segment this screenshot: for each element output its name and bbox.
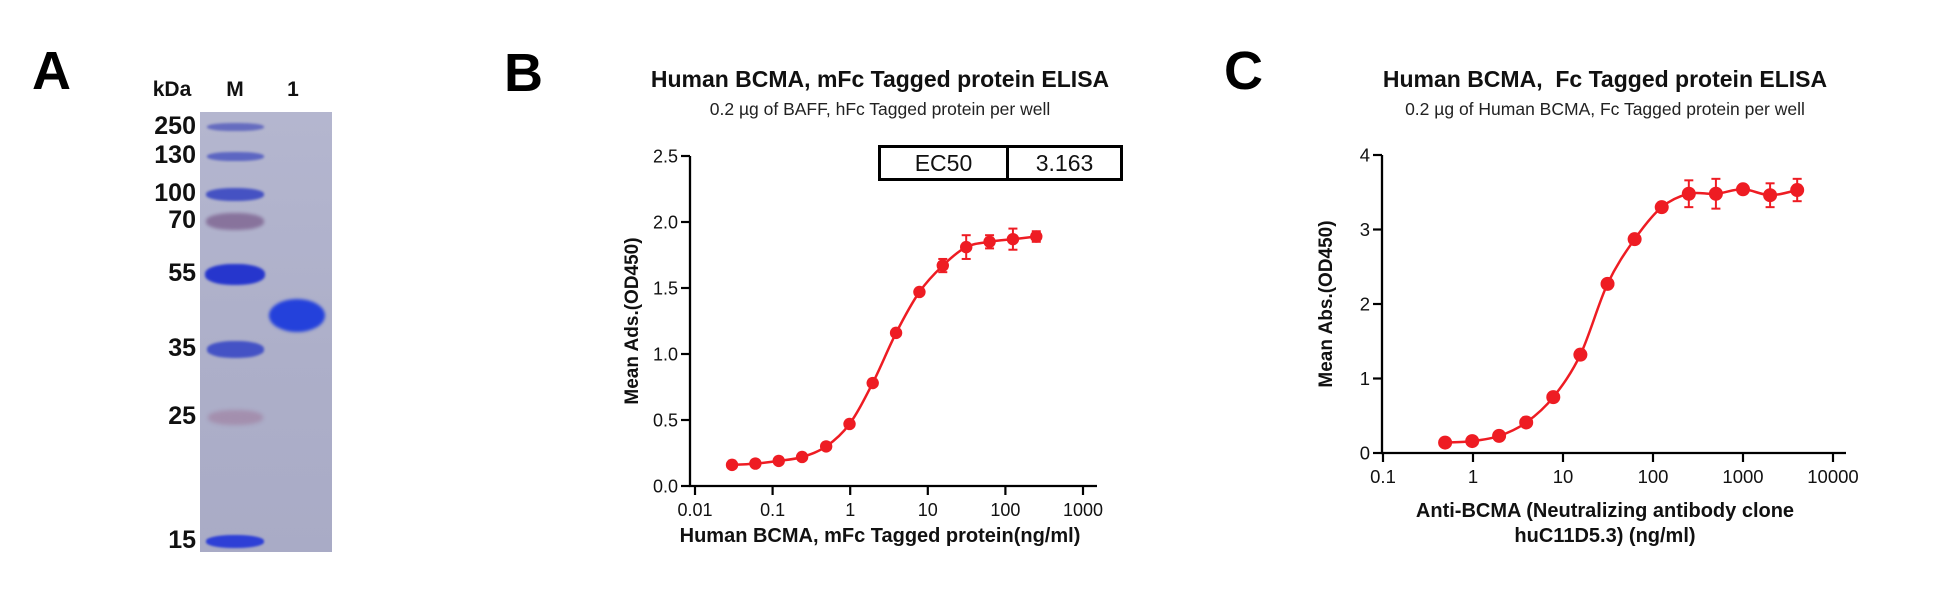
- gel-marker-band-100kda: [206, 187, 264, 201]
- gel-marker-band-250kda: [206, 123, 264, 131]
- chart-b-y-tick-label: 1.0: [653, 345, 678, 365]
- gel-marker-band-15kda: [206, 534, 264, 548]
- gel-sample-lane-label: 1: [287, 78, 299, 101]
- chart-b-y-tick-label: 0.0: [653, 477, 678, 497]
- data-point: [1681, 186, 1696, 201]
- data-point: [1600, 276, 1615, 291]
- chart-c-x-tick-label: 1000: [1722, 466, 1763, 487]
- data-point: [983, 235, 996, 248]
- chart-b-title: Human BCMA, mFc Tagged protein ELISA: [650, 66, 1110, 92]
- data-point: [1492, 428, 1507, 443]
- gel-marker-label-250kda: 250: [154, 112, 196, 140]
- chart-b-subtitle: 0.2 µg of BAFF, hFc Tagged protein per w…: [709, 99, 1051, 119]
- chart-c-x-axis-label-line2: huC11D5.3) (ng/ml): [1514, 525, 1696, 547]
- gel-marker-label-15kda: 15: [168, 526, 196, 554]
- data-point: [1736, 182, 1750, 197]
- chart-c-y-tick-label: 4: [1360, 145, 1370, 166]
- gel-sample-band: [269, 298, 325, 332]
- chart-c-subtitle: 0.2 µg of Human BCMA, Fc Tagged protein …: [1405, 99, 1805, 119]
- gel-marker-band-35kda: [206, 340, 264, 358]
- panel-b-letter: B: [504, 43, 543, 103]
- data-point: [1790, 183, 1805, 198]
- chart-b-x-tick-label: 100: [990, 500, 1020, 520]
- chart-b-fit-curve: [731, 235, 1037, 467]
- panel-c-letter: C: [1224, 41, 1263, 101]
- chart-c-y-tick-label: 2: [1360, 294, 1370, 315]
- chart-b-x-tick-label: 0.1: [760, 500, 785, 520]
- gel-marker-lane-label: M: [226, 78, 244, 101]
- chart-c-x-axis-label-line1: Anti-BCMA (Neutralizing antibody clone: [1415, 500, 1795, 522]
- gel-marker-label-70kda: 70: [168, 206, 196, 234]
- data-point: [725, 458, 739, 472]
- chart-c-fit-curve: [1445, 188, 1798, 444]
- data-point: [889, 326, 903, 340]
- data-point: [913, 285, 926, 299]
- gel-marker-band-130kda: [206, 151, 264, 161]
- chart-c-y-tick-label: 1: [1360, 368, 1370, 389]
- gel-marker-label-130kda: 130: [154, 141, 196, 169]
- chart-c-title: Human BCMA, Fc Tagged protein ELISA: [1382, 66, 1828, 92]
- data-point: [1763, 188, 1778, 203]
- data-point: [1006, 232, 1020, 246]
- chart-b-y-tick-label: 2.0: [653, 213, 678, 233]
- chart-c-x-tick-label: 0.1: [1370, 466, 1396, 487]
- chart-c-x-tick-label: 10000: [1807, 466, 1858, 487]
- data-point: [1627, 232, 1642, 247]
- data-point: [795, 450, 809, 464]
- data-point: [819, 440, 833, 453]
- chart-b-y-tick-label: 0.5: [653, 411, 678, 431]
- chart-b-plot: 0.0 0.5 1.0 1.5 2.0 2.5 0.01 0.1 1 10 100 1000: [653, 147, 1103, 521]
- gel-marker-label-35kda: 35: [168, 334, 196, 362]
- data-point: [1654, 200, 1669, 215]
- data-point: [1708, 186, 1723, 201]
- chart-c-axes: [1380, 155, 1846, 455]
- chart-b-x-axis-label: Human BCMA, mFc Tagged protein(ng/ml): [679, 525, 1081, 547]
- data-point: [749, 457, 762, 470]
- data-point: [1438, 435, 1453, 450]
- sds-page-gel: [200, 112, 332, 552]
- chart-b-x-tick-label: 10: [918, 500, 938, 520]
- panel-a-letter: A: [32, 41, 71, 101]
- chart-c-x-tick-label: 10: [1553, 466, 1574, 487]
- chart-c-plot: 0 1 2 3 4 0.1 1 10 100 1000 10000: [1360, 145, 1859, 488]
- data-point: [936, 259, 949, 272]
- gel-marker-label-100kda: 100: [154, 179, 196, 207]
- gel-marker-band-70kda: [206, 212, 264, 230]
- data-point: [1030, 230, 1043, 243]
- gel-units-label: kDa: [152, 78, 192, 101]
- data-point: [1465, 434, 1480, 449]
- chart-b-x-tick-label: 1000: [1063, 500, 1103, 520]
- data-point: [772, 454, 785, 468]
- chart-c-x-tick-label: 1: [1468, 466, 1478, 487]
- gel-marker-band-55kda: [205, 263, 265, 285]
- data-point: [1519, 415, 1534, 430]
- chart-c-y-tick-label: 3: [1360, 219, 1370, 240]
- chart-b-y-tick-label: 1.5: [653, 279, 678, 299]
- ec50-label: EC50: [881, 148, 1009, 178]
- ec50-value: 3.163: [1035, 149, 1094, 176]
- chart-b-y-tick-label: 2.5: [653, 147, 678, 167]
- data-point: [960, 240, 973, 254]
- chart-c-x-tick-label: 100: [1638, 466, 1669, 487]
- chart-b-x-tick-label: 1: [845, 500, 855, 520]
- data-point: [1573, 347, 1588, 362]
- data-point: [866, 376, 879, 390]
- ec50-table: EC50 3.163: [878, 145, 1123, 181]
- gel-marker-label-25kda: 25: [168, 402, 196, 430]
- gel-marker-label-55kda: 55: [168, 259, 196, 287]
- chart-c-y-tick-label: 0: [1360, 443, 1370, 464]
- data-point: [843, 417, 856, 431]
- chart-b-axes: [688, 156, 1097, 488]
- gel-marker-band-25kda: [207, 409, 263, 425]
- chart-b-x-tick-label: 0.01: [677, 500, 712, 520]
- data-point: [1546, 390, 1561, 405]
